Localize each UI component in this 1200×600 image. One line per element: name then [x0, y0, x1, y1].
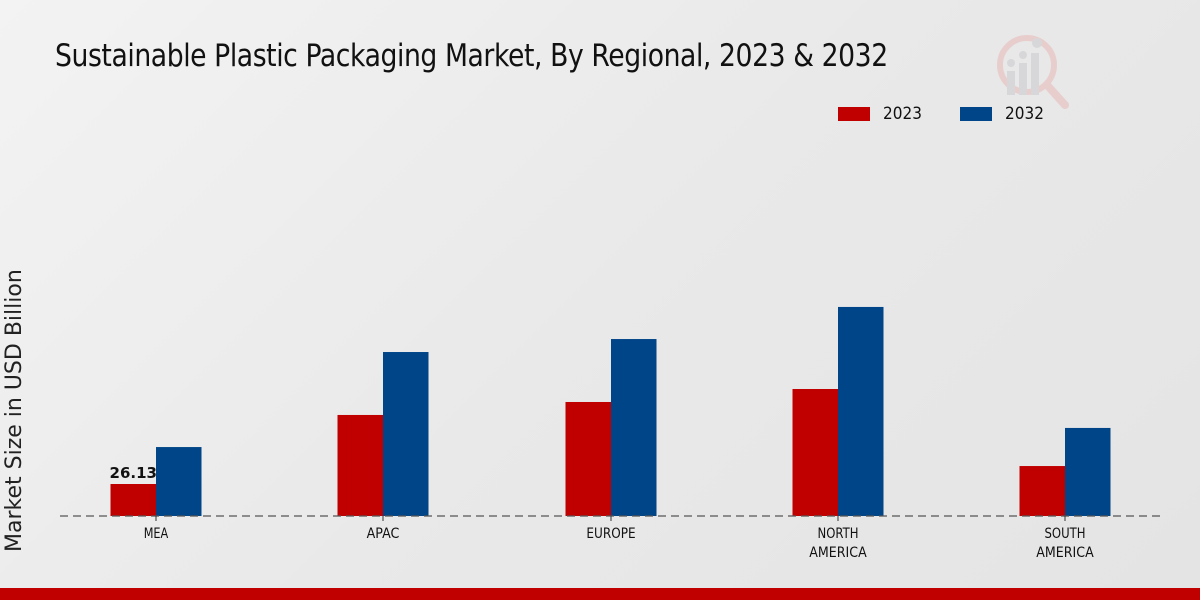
data-label: 26.13	[110, 464, 157, 482]
bar-2023-north-america	[792, 389, 838, 516]
legend-item-2023: 2023	[838, 104, 926, 124]
x-tick-label: AMERICA	[1036, 545, 1094, 561]
chart-title: Sustainable Plastic Packaging Market, By…	[55, 38, 888, 74]
bar-2023-europe	[565, 401, 611, 516]
bar-2032-apac	[383, 352, 429, 516]
legend-item-2032: 2032	[960, 104, 1048, 124]
x-tick-label: APAC	[367, 526, 400, 542]
legend-swatch-2032	[960, 107, 993, 121]
bar-2032-mea	[156, 447, 202, 516]
bar-2023-south-america	[1019, 466, 1065, 516]
bar-2023-apac	[337, 414, 383, 516]
watermark-logo-icon	[997, 35, 1069, 109]
legend-swatch-2023	[838, 107, 870, 121]
legend-label-2023: 2023	[883, 104, 922, 124]
bar-2032-south-america	[1065, 427, 1111, 516]
x-tick-label: EUROPE	[586, 526, 635, 542]
bar-2023-mea	[110, 484, 156, 516]
footer-accent-bar	[0, 588, 1200, 600]
legend: 2023 2032	[838, 104, 1083, 124]
legend-label-2032: 2032	[1005, 104, 1045, 124]
x-tick-label: MEA	[144, 526, 169, 542]
x-tick-label: AMERICA	[809, 545, 867, 561]
bar-2032-europe	[611, 339, 657, 516]
bar-2032-north-america	[838, 306, 884, 516]
x-tick-label: NORTH	[818, 526, 859, 542]
x-tick-label: SOUTH	[1045, 526, 1086, 542]
